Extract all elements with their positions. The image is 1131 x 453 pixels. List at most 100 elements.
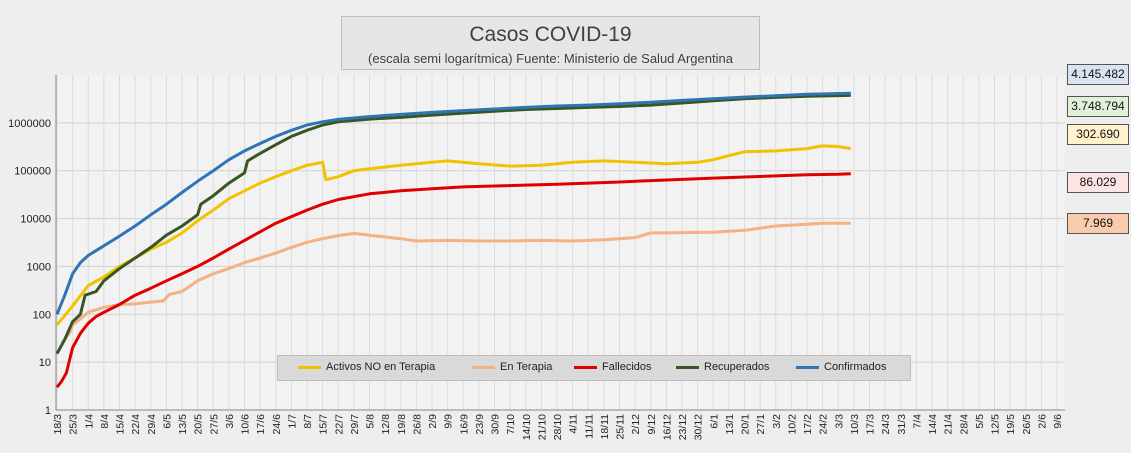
- plot-background: [56, 75, 1065, 410]
- x-tick-label: 20/5: [193, 414, 205, 435]
- x-tick-label: 26/8: [411, 414, 423, 435]
- y-tick-label: 10000: [20, 214, 51, 226]
- legend-item-confirmados: Confirmados: [796, 361, 886, 373]
- x-tick-label: 26/5: [1021, 414, 1033, 435]
- x-tick-label: 29/7: [349, 414, 361, 435]
- legend-swatch-fallecidos: [574, 365, 597, 369]
- x-tick-label: 6/5: [161, 414, 173, 429]
- legend-label-activos: Activos NO en Terapia: [326, 361, 436, 373]
- legend-item-en-terapia: En Terapia: [472, 361, 552, 373]
- x-tick-label: 27/1: [755, 414, 767, 435]
- x-tick-label: 10/2: [786, 414, 798, 435]
- x-tick-label: 11/11: [583, 414, 595, 439]
- x-tick-label: 17/3: [865, 414, 877, 435]
- x-tick-label: 8/7: [302, 414, 314, 429]
- x-tick-label: 18/3: [52, 414, 64, 435]
- x-tick-label: 7/4: [911, 414, 923, 429]
- x-tick-label: 4/11: [568, 414, 580, 434]
- series-line-activos-no-en-terapia: [55, 144, 852, 326]
- x-tick-label: 22/4: [130, 414, 142, 435]
- x-tick-label: 9/9: [443, 414, 455, 429]
- x-tick-label: 21/10: [536, 414, 548, 440]
- x-tick-label: 14/10: [521, 414, 533, 440]
- x-tick-label: 9/12: [646, 414, 658, 435]
- chart-title: Casos COVID-19: [469, 23, 632, 46]
- x-tick-label: 12/5: [990, 414, 1002, 435]
- x-tick-label: 8/4: [99, 414, 111, 429]
- x-tick-label: 16/12: [661, 414, 673, 440]
- value-label-activos: 302.690: [1067, 124, 1129, 145]
- series-line-en-terapia: [60, 221, 851, 345]
- x-tick-label: 29/4: [146, 414, 158, 435]
- x-tick-label: 30/9: [490, 414, 502, 435]
- x-tick-label: 18/11: [599, 414, 611, 440]
- x-tick-label: 9/6: [1052, 414, 1064, 429]
- x-tick-label: 1/4: [83, 414, 95, 429]
- legend-label-recuperados: Recuperados: [704, 361, 770, 373]
- x-tick-label: 13/1: [724, 414, 736, 435]
- x-tick-label: 27/5: [208, 414, 220, 435]
- y-axis-ticks: 1 10 100 1000 10000 100000 1000000: [8, 118, 51, 417]
- x-tick-label: 13/5: [177, 414, 189, 435]
- x-tick-label: 5/5: [974, 414, 986, 429]
- x-tick-label: 15/4: [115, 414, 127, 435]
- y-tick-label: 1000000: [8, 118, 51, 130]
- x-tick-label: 14/4: [927, 414, 939, 435]
- legend-swatch-recuperados: [676, 365, 699, 369]
- x-tick-label: 24/2: [818, 414, 830, 435]
- value-label-confirmados: 4.145.482: [1067, 64, 1129, 85]
- x-tick-label: 19/5: [1005, 414, 1017, 435]
- x-tick-label: 3/2: [771, 414, 783, 429]
- x-tick-label: 15/7: [318, 414, 330, 435]
- x-tick-label: 28/10: [552, 414, 564, 440]
- y-tick-label: 1: [45, 405, 51, 417]
- x-tick-label: 19/8: [396, 414, 408, 435]
- x-tick-label: 10/6: [240, 414, 252, 435]
- x-tick-label: 31/3: [896, 414, 908, 435]
- legend-swatch-en-terapia: [472, 365, 495, 369]
- legend-swatch-confirmados: [796, 365, 819, 369]
- x-tick-label: 7/10: [505, 414, 517, 435]
- x-tick-label: 10/3: [849, 414, 861, 435]
- value-label-fallecidos: 86.029: [1067, 172, 1129, 193]
- y-tick-label: 100000: [14, 166, 51, 178]
- x-tick-label: 3/3: [833, 414, 845, 429]
- series-line-recuperados: [55, 93, 851, 355]
- x-tick-label: 2/9: [427, 414, 439, 429]
- x-axis-ticks: 18/3 25/3 1/4 8/4 15/4 22/4 29/4 6/5 13/5 20/5 27/…: [52, 414, 1064, 440]
- legend-item-activos: Activos NO en Terapia: [298, 361, 435, 373]
- x-tick-label: 24/3: [880, 414, 892, 435]
- series-line-confirmados: [55, 91, 851, 315]
- x-tick-label: 24/6: [271, 414, 283, 435]
- x-tick-label: 28/4: [958, 414, 970, 435]
- legend-item-fallecidos: Fallecidos: [574, 361, 652, 373]
- x-tick-label: 16/9: [458, 414, 470, 435]
- chart-title-box: Casos COVID-19 (escala semi logarítmica)…: [341, 16, 760, 70]
- series-lines: [55, 91, 852, 389]
- chart-legend: Activos NO en Terapia En Terapia Falleci…: [277, 355, 911, 381]
- x-tick-label: 6/1: [708, 414, 720, 429]
- x-tick-label: 12/8: [380, 414, 392, 435]
- series-line-fallecidos: [55, 172, 851, 389]
- value-label-en-terapia: 7.969: [1067, 213, 1129, 234]
- x-tick-label: 25/11: [615, 414, 627, 440]
- legend-label-en-terapia: En Terapia: [500, 361, 553, 373]
- y-tick-label: 100: [33, 309, 51, 321]
- x-tick-label: 20/1: [740, 414, 752, 435]
- x-tick-label: 2/6: [1036, 414, 1048, 429]
- y-tick-label: 10: [39, 357, 51, 369]
- legend-swatch-activos: [298, 365, 321, 369]
- legend-label-fallecidos: Fallecidos: [602, 361, 652, 373]
- x-tick-label: 17/2: [802, 414, 814, 435]
- x-tick-label: 23/9: [474, 414, 486, 435]
- x-tick-label: 21/4: [943, 414, 955, 435]
- x-tick-label: 23/12: [677, 414, 689, 440]
- x-tick-label: 17/6: [255, 414, 267, 435]
- legend-item-recuperados: Recuperados: [676, 361, 769, 373]
- chart-subtitle: (escala semi logarítmica) Fuente: Minist…: [368, 51, 733, 66]
- x-tick-label: 1/7: [286, 414, 298, 429]
- value-label-recuperados: 3.748.794: [1067, 96, 1129, 117]
- x-tick-label: 22/7: [333, 414, 345, 435]
- x-tick-label: 2/12: [630, 414, 642, 435]
